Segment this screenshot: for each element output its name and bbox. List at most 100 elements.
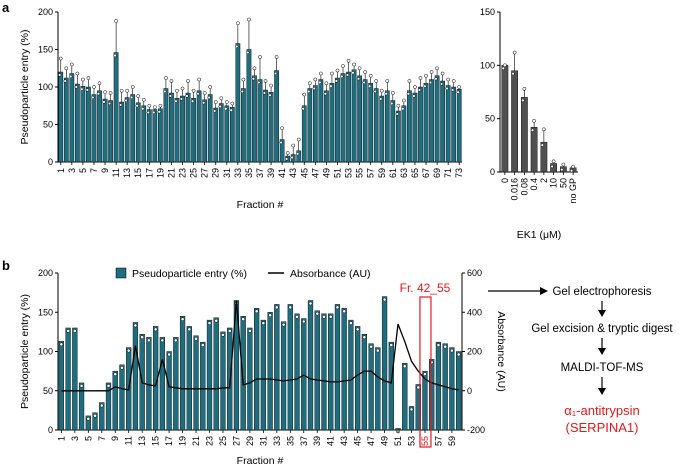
data-point: [417, 88, 422, 92]
x-tick-label: 29: [245, 436, 255, 446]
data-point: [251, 77, 256, 81]
data-point: [324, 81, 329, 86]
data-point: [341, 64, 345, 68]
bar: [206, 319, 213, 431]
data-point: [179, 97, 184, 101]
data-point: [58, 73, 62, 77]
x-tick-label: 53: [407, 436, 417, 446]
x-tick-label: 59: [447, 436, 457, 446]
data-point: [92, 85, 96, 89]
x-tick-label: 35: [285, 436, 295, 446]
data-point: [221, 333, 225, 337]
bar: [440, 80, 445, 163]
bar: [146, 109, 152, 163]
bar: [373, 88, 379, 163]
bar: [235, 43, 241, 163]
bar: [247, 327, 253, 431]
panel-label-a: a: [2, 0, 10, 15]
data-point: [521, 98, 525, 102]
data-point: [285, 151, 290, 155]
bar: [412, 92, 418, 163]
x-tick-label: 41: [326, 436, 336, 446]
data-point: [258, 55, 262, 59]
data-point: [196, 92, 200, 96]
data-point: [197, 77, 201, 82]
bar: [294, 313, 300, 431]
bar: [58, 341, 64, 431]
data-point: [230, 101, 235, 106]
bar: [263, 89, 268, 163]
data-point: [93, 413, 97, 418]
data-point: [402, 98, 406, 103]
bar: [191, 98, 196, 163]
bar: [207, 94, 213, 163]
data-point: [511, 72, 515, 76]
data-point: [152, 105, 157, 110]
data-point: [273, 71, 278, 76]
data-point: [395, 112, 399, 116]
data-point: [207, 321, 212, 325]
data-point: [369, 344, 373, 349]
x-tick-label: 43: [288, 168, 298, 178]
bar: [213, 107, 219, 163]
bar: [146, 337, 152, 431]
data-point: [416, 385, 421, 390]
flow-step-1: Gel electrophoresis: [552, 286, 651, 298]
x-tick-label: 51: [393, 436, 403, 446]
bar: [384, 90, 390, 163]
x-tick-label: 9: [110, 436, 120, 441]
data-point: [330, 71, 334, 76]
data-point: [301, 107, 305, 111]
x-tick-label: 45: [299, 168, 309, 178]
bar: [179, 315, 186, 431]
data-point: [374, 79, 379, 83]
data-point: [318, 80, 322, 85]
data-point: [423, 372, 427, 376]
bar: [267, 312, 273, 431]
bar: [97, 90, 102, 163]
data-point: [402, 364, 407, 369]
bar: [340, 73, 346, 163]
data-point: [119, 88, 124, 93]
data-point: [443, 344, 448, 349]
data-point: [308, 301, 313, 306]
data-point: [81, 77, 85, 82]
data-point: [440, 71, 445, 76]
y2-tick-label: -200: [467, 425, 485, 435]
x-tick-label: 55: [355, 168, 365, 178]
data-point: [168, 94, 173, 98]
data-point: [384, 92, 388, 96]
data-point: [322, 314, 326, 319]
data-point: [346, 58, 351, 63]
bar: [456, 351, 462, 431]
data-point: [280, 126, 284, 131]
bar: [105, 382, 112, 431]
bar: [260, 319, 266, 431]
x-tick-label: 61: [388, 168, 398, 178]
data-point: [86, 76, 91, 80]
data-point: [185, 94, 189, 98]
bar: [58, 71, 64, 163]
x-tick-label: 0.4: [529, 178, 539, 191]
data-point: [224, 100, 229, 104]
data-point: [296, 152, 300, 156]
bar: [102, 98, 108, 163]
bar: [78, 382, 85, 431]
data-point: [153, 327, 158, 332]
bar: [72, 327, 78, 431]
bar: [174, 98, 180, 163]
data-point: [207, 95, 211, 100]
data-point: [423, 84, 427, 88]
data-point: [133, 323, 138, 328]
data-point: [323, 92, 327, 96]
bar: [163, 88, 169, 163]
bar: [407, 90, 412, 163]
x-tick-label: 31: [258, 436, 268, 446]
data-point: [362, 335, 367, 340]
bar: [69, 73, 75, 163]
data-point: [147, 338, 151, 343]
data-point: [69, 74, 73, 79]
y-tick-label: 200: [38, 7, 53, 17]
data-point: [274, 55, 279, 59]
